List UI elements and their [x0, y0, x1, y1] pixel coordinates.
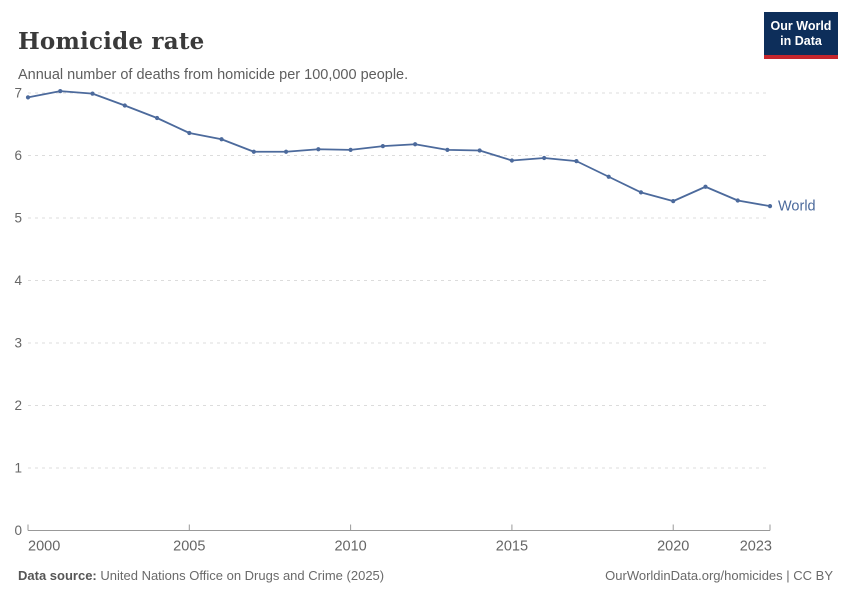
series-end-label: World — [778, 199, 816, 215]
y-axis-tick-label: 1 — [14, 461, 22, 476]
data-point-marker — [90, 91, 95, 96]
data-point-marker — [154, 115, 160, 121]
data-point-marker — [767, 204, 773, 209]
x-axis-tick-label: 2000 — [28, 539, 60, 555]
data-point-marker — [735, 198, 740, 203]
data-point-marker — [251, 149, 256, 154]
chart-subtitle: Annual number of deaths from homicide pe… — [18, 66, 409, 83]
data-point-marker — [283, 149, 289, 154]
data-point-marker — [606, 174, 611, 179]
data-point-marker — [574, 159, 579, 164]
data-point-marker — [187, 130, 192, 136]
y-axis-tick-label: 0 — [14, 523, 22, 538]
data-point-marker — [219, 137, 224, 142]
data-point-marker — [638, 190, 644, 195]
data-point-marker — [477, 148, 482, 153]
owid-logo: Our World in Data — [764, 12, 838, 59]
y-axis-tick-label: 6 — [14, 148, 22, 163]
data-point-marker — [671, 199, 676, 204]
data-point-marker — [413, 142, 418, 147]
data-point-marker — [25, 95, 31, 100]
y-axis-tick-label: 7 — [14, 86, 22, 101]
x-axis-tick-label: 2005 — [173, 539, 205, 555]
x-axis-tick-label: 2015 — [496, 539, 528, 555]
x-axis-tick-label: 2020 — [657, 539, 689, 555]
owid-logo-text-line2: in Data — [780, 34, 822, 48]
chart-footer: Data source: United Nations Office on Dr… — [18, 568, 833, 583]
data-point-marker — [380, 144, 385, 149]
x-axis-tick-label: 2023 — [740, 539, 772, 555]
data-point-marker — [316, 147, 321, 152]
data-point-marker — [122, 103, 127, 108]
y-axis-tick-label: 5 — [14, 211, 22, 226]
y-axis-tick-label: 3 — [14, 336, 22, 351]
y-axis-tick-label: 2 — [14, 398, 22, 413]
data-point-marker — [348, 147, 353, 152]
x-axis-tick-label: 2010 — [334, 539, 366, 555]
data-point-marker — [509, 158, 515, 163]
y-axis-tick-label: 4 — [14, 273, 22, 288]
attribution-link: OurWorldinData.org/homicides | CC BY — [605, 568, 833, 583]
data-point-marker — [58, 89, 63, 94]
data-point-marker — [445, 147, 450, 152]
data-source-label: Data source: — [18, 568, 97, 583]
data-source-text: United Nations Office on Drugs and Crime… — [100, 568, 385, 583]
data-point-marker — [703, 184, 708, 189]
world-series-line — [27, 90, 771, 208]
owid-logo-text-line1: Our World — [770, 19, 832, 33]
data-point-marker — [542, 155, 547, 161]
page-title: Homicide rate — [18, 28, 205, 56]
data-source: Data source: United Nations Office on Dr… — [18, 568, 384, 583]
